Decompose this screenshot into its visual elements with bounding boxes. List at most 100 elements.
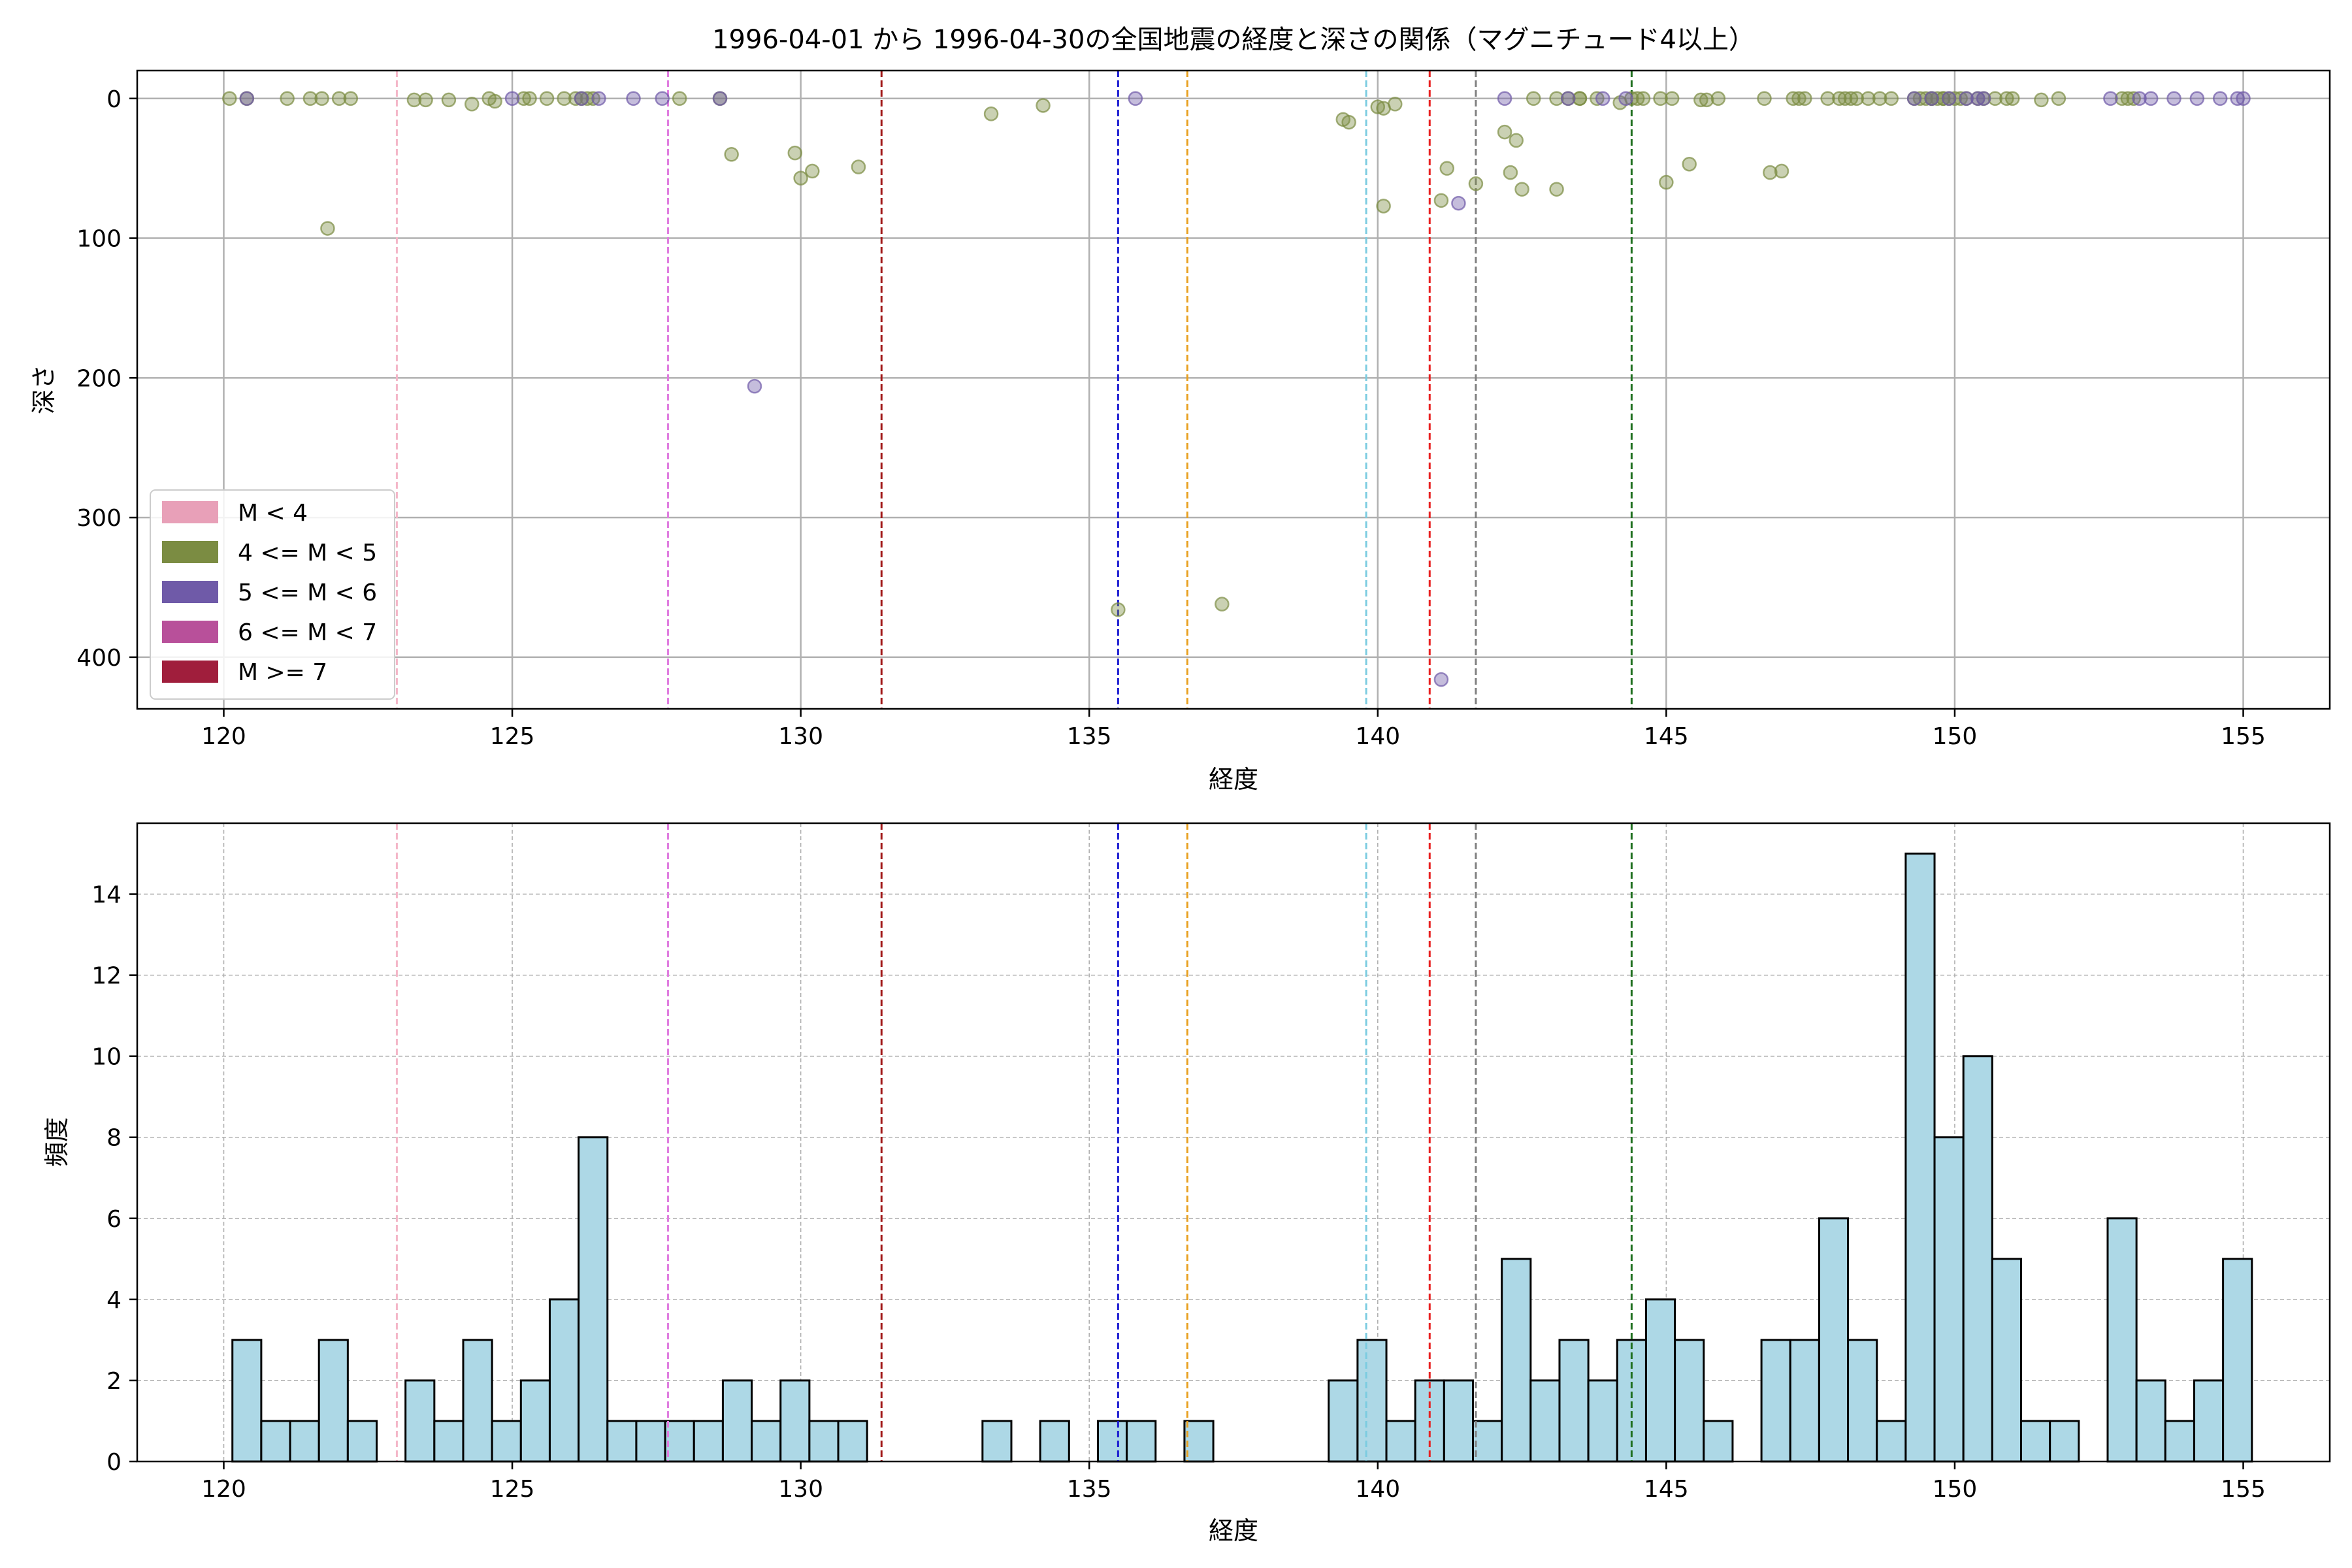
scatter-point bbox=[1682, 156, 1697, 172]
scatter-point bbox=[1526, 91, 1541, 106]
scatter-point bbox=[406, 92, 422, 108]
histogram-bar bbox=[1356, 1339, 1388, 1463]
scatter-point bbox=[487, 93, 502, 109]
scatter-point bbox=[1618, 91, 1633, 106]
scatter-point bbox=[2166, 91, 2181, 106]
histogram-bar bbox=[2193, 1379, 2225, 1463]
histogram-bar bbox=[1789, 1339, 1820, 1463]
histogram-bar bbox=[2222, 1258, 2253, 1463]
scatter-point bbox=[239, 91, 255, 106]
scatter-point bbox=[280, 91, 295, 106]
figure-title: 1996-04-01 から 1996-04-30の全国地震の経度と深さの関係（マ… bbox=[712, 25, 1755, 55]
scatter-point bbox=[504, 91, 520, 106]
histogram-bar bbox=[1760, 1339, 1791, 1463]
histogram-bar bbox=[751, 1420, 782, 1463]
scatter-point bbox=[1820, 91, 1835, 106]
histogram-bar bbox=[837, 1420, 868, 1463]
scatter-point bbox=[557, 91, 572, 106]
scatter-point bbox=[747, 378, 762, 394]
scatter-point bbox=[1128, 91, 1143, 106]
histogram-y-tick-label: 14 bbox=[91, 882, 122, 909]
histogram-x-tick-label: 145 bbox=[1644, 1476, 1689, 1503]
scatter-point bbox=[1653, 91, 1668, 106]
histogram-bar bbox=[1876, 1420, 1907, 1463]
legend-label: M < 4 bbox=[238, 500, 308, 527]
scatter-panel: 120 125 130 135 140 145 150 155 0 100 200 300 400 経… bbox=[29, 69, 2331, 794]
scatter-point bbox=[1451, 195, 1466, 211]
histogram-bar bbox=[1674, 1339, 1705, 1463]
scatter-x-tick-label: 140 bbox=[1355, 723, 1400, 750]
scatter-point bbox=[1497, 91, 1512, 106]
scatter-point bbox=[1514, 182, 1529, 197]
scatter-point bbox=[1757, 91, 1772, 106]
histogram-bar bbox=[1933, 1136, 1965, 1463]
scatter-point bbox=[1572, 91, 1588, 106]
histogram-bar bbox=[1501, 1258, 1532, 1463]
histogram-bar bbox=[433, 1420, 465, 1463]
scatter-point bbox=[793, 171, 808, 186]
histogram-bar bbox=[548, 1298, 580, 1463]
scatter-point bbox=[1468, 176, 1484, 191]
histogram-y-tick-label: 2 bbox=[106, 1368, 122, 1395]
scatter-grid bbox=[137, 71, 2330, 709]
scatter-point bbox=[222, 91, 237, 106]
histogram-bar bbox=[1096, 1420, 1128, 1463]
scatter-point bbox=[1906, 91, 1922, 106]
scatter-point bbox=[2103, 91, 2118, 106]
histogram-bars bbox=[231, 853, 2253, 1463]
histogram-bar bbox=[578, 1136, 609, 1463]
scatter-point bbox=[672, 91, 687, 106]
scatter-x-tick-label: 145 bbox=[1644, 723, 1689, 750]
scatter-point bbox=[1987, 91, 2003, 106]
scatter-point bbox=[1976, 91, 1991, 106]
histogram-x-tick-label: 130 bbox=[778, 1476, 823, 1503]
histogram-bar bbox=[981, 1420, 1013, 1463]
scatter-point bbox=[1036, 98, 1051, 113]
scatter-x-ticks: 120 125 130 135 140 145 150 155 bbox=[201, 709, 2266, 750]
scatter-y-tick-label: 200 bbox=[76, 365, 122, 392]
scatter-point bbox=[1215, 596, 1230, 612]
histogram-bar bbox=[491, 1420, 522, 1463]
histogram-bar bbox=[1126, 1420, 1157, 1463]
scatter-point bbox=[1376, 199, 1391, 214]
scatter-point bbox=[2051, 91, 2066, 106]
legend-label: 5 <= M < 6 bbox=[238, 580, 377, 606]
histogram-x-tick-label: 135 bbox=[1067, 1476, 1112, 1503]
histogram-bar bbox=[231, 1339, 263, 1463]
scatter-point bbox=[787, 145, 803, 161]
scatter-point bbox=[418, 92, 433, 108]
scatter-x-axis-label: 経度 bbox=[1209, 765, 1258, 794]
scatter-point bbox=[441, 92, 457, 108]
scatter-point bbox=[712, 91, 728, 106]
histogram-x-tick-label: 120 bbox=[201, 1476, 246, 1503]
legend-label: M >= 7 bbox=[238, 659, 327, 686]
scatter-y-tick-label: 0 bbox=[106, 86, 122, 113]
scatter-point bbox=[314, 91, 329, 106]
scatter-point bbox=[1595, 91, 1610, 106]
scatter-point bbox=[1433, 672, 1449, 687]
histogram-bar bbox=[1443, 1379, 1475, 1463]
scatter-y-ticks: 0 100 200 300 400 bbox=[76, 86, 137, 672]
scatter-point bbox=[302, 91, 318, 106]
legend-label: 6 <= M < 7 bbox=[238, 619, 377, 646]
scatter-point bbox=[464, 97, 480, 112]
scatter-y-tick-label: 100 bbox=[76, 226, 122, 253]
scatter-points bbox=[222, 91, 2251, 687]
scatter-point bbox=[851, 159, 866, 174]
histogram-bar bbox=[1472, 1420, 1503, 1463]
scatter-point bbox=[1341, 114, 1356, 130]
scatter-x-tick-label: 130 bbox=[778, 723, 823, 750]
scatter-point bbox=[331, 91, 347, 106]
scatter-point bbox=[1774, 163, 1789, 179]
legend-swatch bbox=[162, 581, 218, 603]
histogram-bar bbox=[404, 1379, 436, 1463]
scatter-y-tick-label: 300 bbox=[76, 505, 122, 532]
histogram-bar bbox=[1587, 1379, 1618, 1463]
histogram-bar bbox=[260, 1420, 291, 1463]
scatter-x-tick-label: 125 bbox=[490, 723, 535, 750]
legend-swatch bbox=[162, 621, 218, 643]
scatter-point bbox=[1497, 124, 1512, 140]
scatter-point bbox=[320, 221, 335, 236]
scatter-point bbox=[1797, 91, 1812, 106]
